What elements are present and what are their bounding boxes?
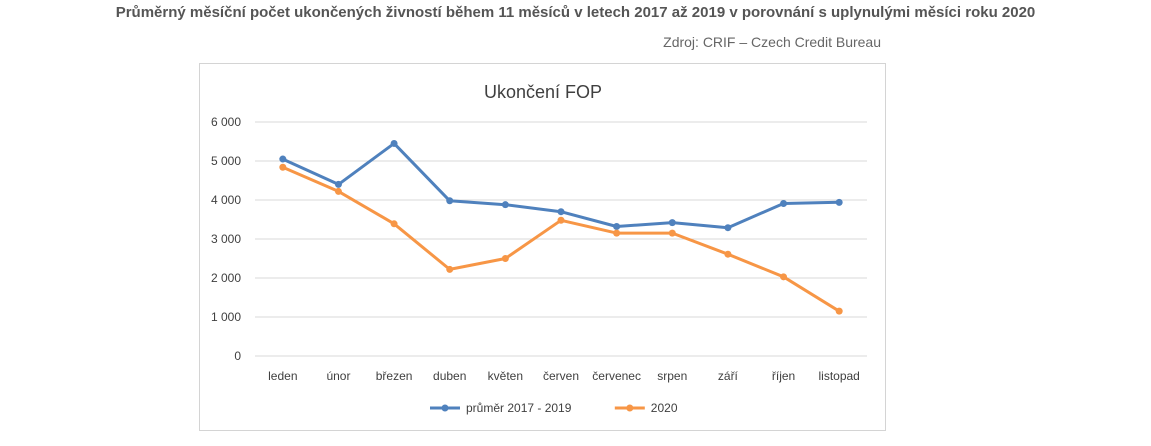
page-title: Průměrný měsíční počet ukončených živnos… [115, 4, 1036, 21]
data-point [390, 220, 398, 228]
x-tick-label: říjen [772, 369, 795, 383]
x-tick-label: červen [543, 369, 579, 383]
legend-label: 2020 [651, 401, 678, 415]
legend-label: průměr 2017 - 2019 [466, 401, 572, 415]
x-tick-label: leden [268, 369, 297, 383]
data-point [446, 197, 454, 205]
x-tick-label: květen [488, 369, 523, 383]
data-point [557, 216, 565, 224]
y-tick-label: 1 000 [211, 310, 241, 324]
data-point [501, 255, 509, 262]
x-tick-label: únor [326, 369, 350, 383]
y-tick-label: 6 000 [211, 115, 241, 129]
data-point [446, 265, 454, 273]
source-note: Zdroj: CRIF – Czech Credit Bureau [663, 34, 881, 50]
data-point [334, 180, 342, 188]
data-point [668, 219, 676, 227]
x-tick-label: červenec [592, 369, 641, 383]
y-tick-label: 2 000 [211, 271, 241, 285]
y-tick-label: 3 000 [211, 232, 241, 246]
y-tick-label: 4 000 [211, 193, 241, 207]
data-point [835, 307, 843, 315]
data-point [724, 224, 732, 232]
x-tick-label: srpen [657, 369, 687, 383]
x-tick-label: listopad [818, 369, 859, 383]
y-tick-label: 0 [234, 349, 241, 363]
chart-title: Ukončení FOP [484, 82, 602, 102]
y-tick-label: 5 000 [211, 154, 241, 168]
data-point [501, 201, 509, 209]
legend-marker [626, 404, 634, 412]
data-point [613, 229, 621, 237]
data-point [835, 198, 843, 206]
data-point [279, 163, 287, 171]
line-chart: Ukončení FOP 0 1 000 2 000 3 000 4 000 5 000 6… [211, 82, 867, 415]
data-point [334, 187, 342, 195]
data-point [390, 139, 398, 147]
x-tick-label: březen [376, 369, 413, 383]
x-tick-label: září [718, 369, 739, 383]
legend-marker [441, 404, 449, 412]
data-point [724, 250, 732, 258]
data-point [613, 223, 621, 231]
x-tick-label: duben [433, 369, 466, 383]
data-point [668, 229, 676, 237]
data-point [780, 273, 788, 281]
chart-container: Ukončení FOP 0 1 000 2 000 3 000 4 000 5 000 6… [199, 63, 886, 431]
data-point [557, 208, 565, 216]
data-point [780, 200, 788, 208]
data-point [279, 155, 287, 163]
